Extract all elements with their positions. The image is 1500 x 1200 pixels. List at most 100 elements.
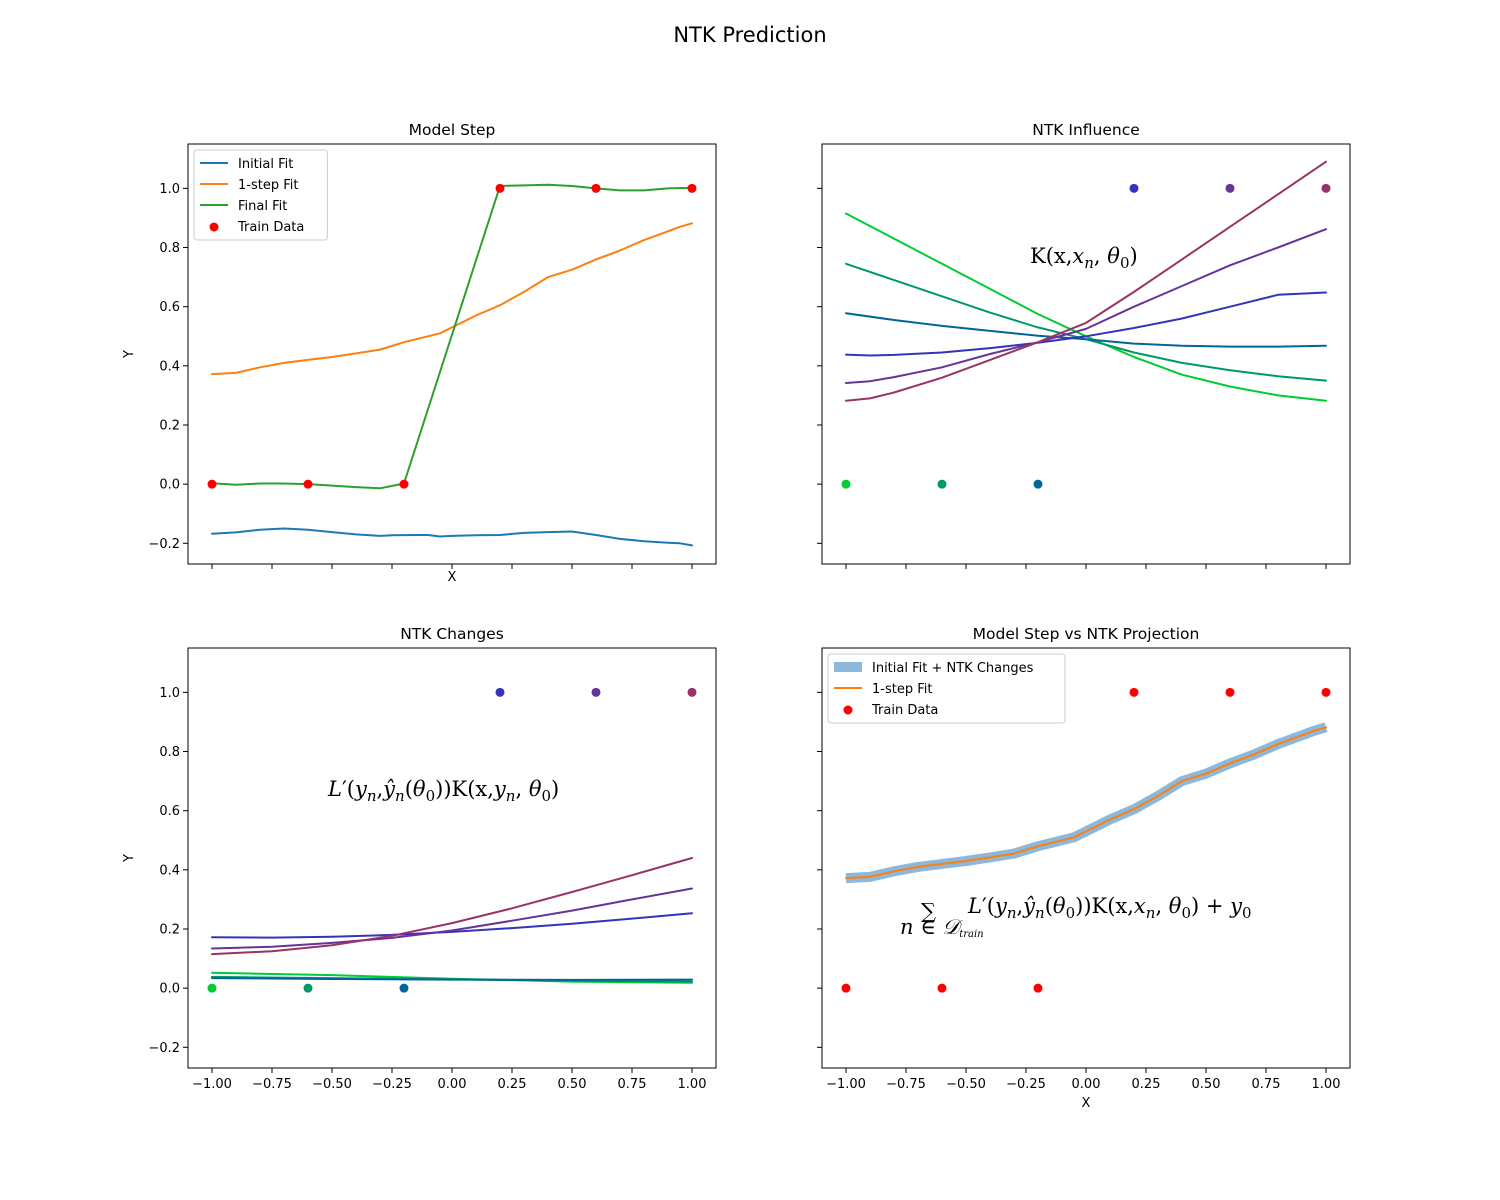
y-tick-label: −0.2 [148, 537, 180, 552]
data-point [1225, 183, 1235, 193]
x-tick-label: −0.25 [372, 1077, 412, 1092]
plot-frame [821, 143, 1351, 565]
data-point [687, 183, 697, 193]
y-tick-label: 0.6 [159, 300, 180, 315]
svg-text:n ∈ 𝒟train: n ∈ 𝒟train [900, 915, 984, 940]
x-tick-label: 0.25 [498, 1077, 527, 1092]
svg-text:L′(yn,ŷn(θ0))K(x,yn, θ0): L′(yn,ŷn(θ0))K(x,yn, θ0) [327, 777, 559, 805]
svg-text:L′(yn,ŷn(θ0))K(x,xn, θ0) + y0: L′(yn,ŷn(θ0))K(x,xn, θ0) + y0 [967, 894, 1252, 922]
panel-3: NTK Changes −1.00 −0.75 −0.50 −0.25 0.00 0.25 0… [122, 625, 717, 1092]
legend: Initial Fit 1-step Fit Final Fit Train Data [193, 149, 328, 241]
data-point [207, 479, 217, 489]
plot-frame [187, 647, 717, 1069]
series-line [211, 527, 693, 547]
x-tick-label: 1.00 [678, 1077, 707, 1092]
plot-frame [187, 143, 717, 565]
data-point [1033, 983, 1043, 993]
x-tick-label: −1.00 [192, 1077, 232, 1092]
series-line [845, 312, 1327, 348]
data-point [1129, 687, 1139, 697]
series-line [845, 291, 1327, 357]
series-line [211, 222, 693, 376]
data-point [495, 687, 505, 697]
data-point [937, 983, 947, 993]
series-line [211, 912, 693, 939]
legend-marker [209, 222, 219, 232]
plot-frame [821, 647, 1351, 1069]
x-tick-label: 0.25 [1132, 1077, 1161, 1092]
sum-symbol: ∑ [921, 899, 936, 923]
x-tick-label: 0.50 [558, 1077, 587, 1092]
series-line [211, 977, 693, 981]
data-point [399, 479, 409, 489]
y-tick-label: 0.4 [159, 863, 180, 878]
x-axis-label: X [448, 570, 457, 585]
legend-label: Train Data [237, 220, 304, 235]
x-tick-label: 0.50 [1192, 1077, 1221, 1092]
y-tick-label: 1.0 [159, 182, 180, 197]
series-line [845, 726, 1327, 880]
y-tick-label: 0.4 [159, 359, 180, 374]
svg-text:K(x,xn, θ0): K(x,xn, θ0) [1030, 244, 1138, 272]
data-point [841, 983, 851, 993]
x-tick-label: 0.75 [1252, 1077, 1281, 1092]
annotation-ntk-projection: ∑ n ∈ 𝒟train L′(yn,ŷn(θ0))K(x,xn, θ0) + … [900, 894, 1252, 940]
y-tick-label: 0.6 [159, 804, 180, 819]
data-point [303, 479, 313, 489]
y-tick-label: 0.8 [159, 241, 180, 256]
x-tick-label: −0.25 [1006, 1077, 1046, 1092]
data-point [1321, 183, 1331, 193]
x-tick-label: 0.75 [618, 1077, 647, 1092]
figure-title: NTK Prediction [673, 23, 826, 47]
series-line [845, 160, 1327, 402]
y-tick-label: 0.2 [159, 922, 180, 937]
legend-marker [843, 705, 853, 715]
data-point [1129, 183, 1139, 193]
x-tick-label: 0.00 [1072, 1077, 1101, 1092]
data-point [591, 183, 601, 193]
x-tick-label: −0.50 [312, 1077, 352, 1092]
legend-label: 1-step Fit [238, 178, 298, 193]
data-point [1033, 479, 1043, 489]
annotation-ntk-changes: L′(yn,ŷn(θ0))K(x,yn, θ0) [327, 777, 559, 805]
series-line [845, 722, 1328, 884]
y-axis-label: Y [122, 350, 137, 359]
x-axis-label: X [1082, 1096, 1091, 1111]
panel-title: Model Step [409, 121, 496, 139]
y-tick-label: 0.2 [159, 418, 180, 433]
data-point [687, 687, 697, 697]
y-axis-label: Y [122, 854, 137, 863]
annotation-ntk-influence: K(x,xn, θ0) [1030, 244, 1138, 272]
legend-label: Train Data [871, 703, 938, 718]
data-point [591, 687, 601, 697]
y-tick-label: 0.8 [159, 745, 180, 760]
panel-title: Model Step vs NTK Projection [973, 625, 1200, 643]
y-tick-label: 1.0 [159, 686, 180, 701]
legend-label: Final Fit [238, 199, 287, 214]
series-line [845, 228, 1327, 384]
data-point [841, 479, 851, 489]
x-tick-label: 1.00 [1312, 1077, 1341, 1092]
panel-2: NTK Influence [817, 121, 1351, 569]
series-line [211, 887, 693, 950]
y-tick-label: 0.0 [159, 478, 180, 493]
x-tick-label: 0.00 [438, 1077, 467, 1092]
data-point [399, 983, 409, 993]
legend-label: 1-step Fit [872, 682, 932, 697]
series-line [211, 183, 693, 490]
x-tick-label: −1.00 [826, 1077, 866, 1092]
series-line [211, 857, 693, 956]
panel-title: NTK Influence [1032, 121, 1140, 139]
legend-label: Initial Fit + NTK Changes [872, 661, 1034, 676]
y-tick-label: −0.2 [148, 1041, 180, 1056]
annotation-text: K(x, [1030, 244, 1072, 268]
x-tick-label: −0.50 [946, 1077, 986, 1092]
data-point [1225, 687, 1235, 697]
data-point [207, 983, 217, 993]
legend-label: Initial Fit [238, 157, 293, 172]
x-tick-label: −0.75 [886, 1077, 926, 1092]
data-point [495, 183, 505, 193]
data-point [303, 983, 313, 993]
legend: Initial Fit + NTK Changes 1-step Fit Train… [827, 653, 1066, 724]
